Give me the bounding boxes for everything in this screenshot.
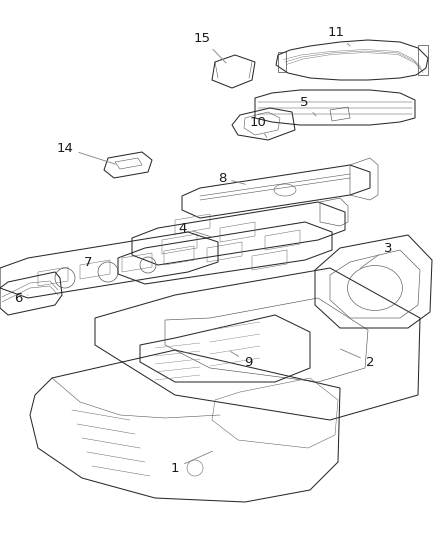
Text: 3: 3 <box>360 241 392 268</box>
Text: 9: 9 <box>230 351 252 368</box>
Text: 5: 5 <box>300 96 316 116</box>
Text: 6: 6 <box>14 292 28 304</box>
Text: 4: 4 <box>179 222 212 237</box>
Text: 11: 11 <box>328 26 350 46</box>
Text: 2: 2 <box>340 349 374 368</box>
Text: 14: 14 <box>57 141 115 164</box>
Text: 15: 15 <box>194 31 226 63</box>
Text: 10: 10 <box>250 116 267 138</box>
Text: 7: 7 <box>84 255 98 269</box>
Text: 1: 1 <box>171 451 212 474</box>
Text: 8: 8 <box>218 172 245 184</box>
